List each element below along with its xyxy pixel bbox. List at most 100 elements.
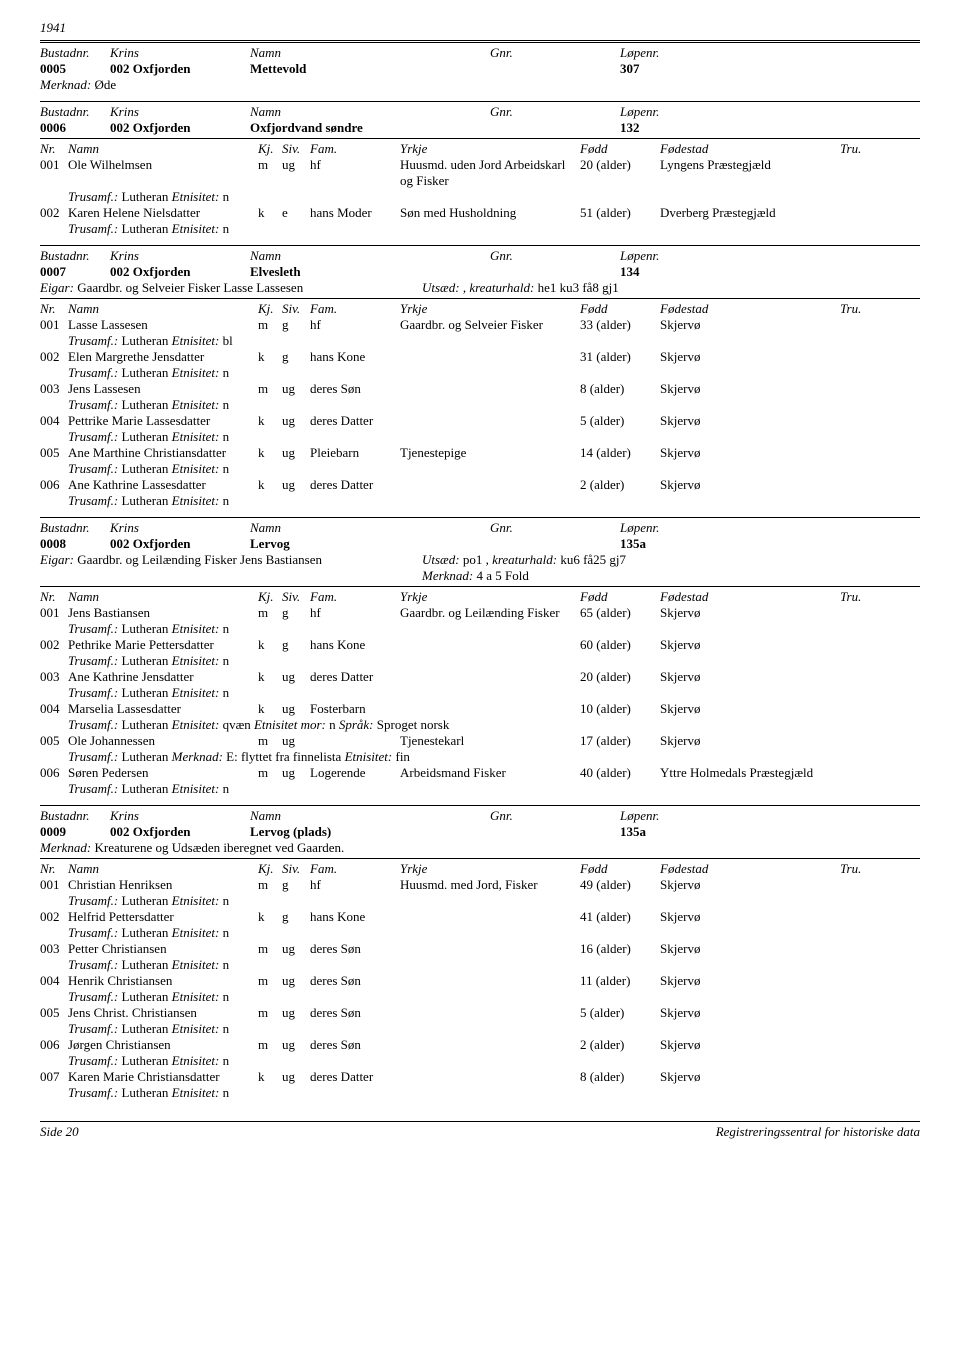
gnr	[490, 536, 620, 552]
kj: m	[258, 941, 282, 957]
siv: g	[282, 637, 310, 653]
trusamf-row: Trusamf.: Lutheran Etnisitet: n	[40, 189, 920, 205]
label-fam: Fam.	[310, 301, 400, 317]
label-bustadnr: Bustadnr.	[40, 248, 110, 264]
krins: 002 Oxfjorden	[110, 536, 250, 552]
trusamf: Lutheran	[121, 925, 168, 940]
nr: 002	[40, 909, 68, 925]
label-namn: Namn	[68, 301, 258, 317]
fam: deres Søn	[310, 1037, 400, 1053]
merknad-text: Kreaturene og Udsæden iberegnet ved Gaar…	[95, 840, 345, 855]
merknad-row: Merknad: Kreaturene og Udsæden iberegnet…	[40, 840, 920, 856]
trusamf-row: Trusamf.: Lutheran Etnisitet: n	[40, 957, 920, 973]
label-namn: Namn	[68, 861, 258, 877]
residence-header: Bustadnr. Krins Namn Gnr. Løpenr.	[40, 104, 920, 120]
kj: m	[258, 317, 282, 333]
fam: deres Datter	[310, 669, 400, 685]
label-yrkje: Yrkje	[400, 301, 580, 317]
etn-label: Etnisitet:	[172, 957, 220, 972]
trusamf-row: Trusamf.: Lutheran Etnisitet: n	[40, 1053, 920, 1069]
residence-header: Bustadnr. Krins Namn Gnr. Løpenr.	[40, 248, 920, 264]
residence-header: Bustadnr. Krins Namn Gnr. Løpenr.	[40, 520, 920, 536]
gnr	[490, 120, 620, 136]
eigar: Gaardbr. og Leilænding Fisker Jens Basti…	[77, 552, 322, 567]
rule	[40, 101, 920, 102]
kj: k	[258, 1069, 282, 1085]
kj: m	[258, 973, 282, 989]
etn-label: Etnisitet:	[172, 781, 220, 796]
etn: n	[223, 685, 230, 700]
siv: ug	[282, 973, 310, 989]
fodestad: Skjervø	[660, 413, 840, 429]
trusamf-label: Trusamf.:	[68, 749, 118, 764]
trusamf-label: Trusamf.:	[68, 397, 118, 412]
label-bustadnr: Bustadnr.	[40, 520, 110, 536]
eigar-row: Eigar: Gaardbr. og Leilænding Fisker Jen…	[40, 552, 920, 568]
fodestad: Skjervø	[660, 445, 840, 461]
trusamf-row: Trusamf.: Lutheran Etnisitet: n	[40, 365, 920, 381]
label-gnr: Gnr.	[490, 808, 620, 824]
etn-label: Etnisitet:	[172, 989, 220, 1004]
person-header: Nr. Namn Kj. Siv. Fam. Yrkje Fødd Fødest…	[40, 589, 920, 605]
label-kj: Kj.	[258, 589, 282, 605]
yrkje	[400, 381, 580, 397]
namn: Pettrike Marie Lassesdatter	[68, 413, 258, 429]
nr: 004	[40, 701, 68, 717]
eigar-label: Eigar:	[40, 552, 74, 567]
trusamf: Lutheran	[121, 429, 168, 444]
trusamf-label: Trusamf.:	[68, 893, 118, 908]
sprak: Sproget norsk	[377, 717, 450, 732]
etn-label: Etnisitet:	[172, 685, 220, 700]
person-row: 005Jens Christ. Christiansenmugderes Søn…	[40, 1005, 920, 1021]
etn: n	[223, 429, 230, 444]
fodd: 20 (alder)	[580, 669, 660, 685]
person-row: 006Søren PedersenmugLogerendeArbeidsmand…	[40, 765, 920, 781]
residence-0006: Bustadnr. Krins Namn Gnr. Løpenr. 0006 0…	[40, 104, 920, 237]
yrkje	[400, 701, 580, 717]
yrkje: Arbeidsmand Fisker	[400, 765, 580, 781]
etn: n	[223, 461, 230, 476]
kreaturhald-label: , kreaturhald:	[486, 552, 558, 567]
siv: g	[282, 877, 310, 893]
fam: hf	[310, 605, 400, 621]
trusamf: Lutheran	[121, 221, 168, 236]
trusamf-row: Trusamf.: Lutheran Etnisitet: n	[40, 397, 920, 413]
nr: 004	[40, 973, 68, 989]
kj: k	[258, 205, 282, 221]
nr: 002	[40, 349, 68, 365]
nr: 004	[40, 413, 68, 429]
merknad-label: Merknad:	[40, 840, 91, 855]
person-header: Nr. Namn Kj. Siv. Fam. Yrkje Fødd Fødest…	[40, 141, 920, 157]
etn: n	[223, 1053, 230, 1068]
trusamf-row: Trusamf.: Lutheran Etnisitet: n	[40, 925, 920, 941]
label-krins: Krins	[110, 104, 250, 120]
fam: deres Søn	[310, 1005, 400, 1021]
namn: Ane Kathrine Jensdatter	[68, 669, 258, 685]
trusamf-label: Trusamf.:	[68, 957, 118, 972]
fam: hans Moder	[310, 205, 400, 221]
person-row: 001Christian HenriksenmghfHuusmd. med Jo…	[40, 877, 920, 893]
label-tru: Tru.	[840, 861, 880, 877]
fodestad: Skjervø	[660, 877, 840, 893]
bustadnr: 0005	[40, 61, 110, 77]
residence-header: Bustadnr. Krins Namn Gnr. Løpenr.	[40, 808, 920, 824]
siv: ug	[282, 701, 310, 717]
fam: deres Datter	[310, 477, 400, 493]
rule	[40, 138, 920, 139]
label-nr: Nr.	[40, 861, 68, 877]
merknad-text: Øde	[95, 77, 117, 92]
trusamf: Lutheran	[121, 685, 168, 700]
trusamf: Lutheran	[121, 957, 168, 972]
label-gnr: Gnr.	[490, 45, 620, 61]
nr: 001	[40, 317, 68, 333]
kj: k	[258, 445, 282, 461]
siv: ug	[282, 733, 310, 749]
fodestad: Skjervø	[660, 349, 840, 365]
siv: ug	[282, 413, 310, 429]
fodestad: Skjervø	[660, 381, 840, 397]
person-row: 001Jens BastiansenmghfGaardbr. og Leilæn…	[40, 605, 920, 621]
etn: n	[223, 621, 230, 636]
fodestad: Skjervø	[660, 1005, 840, 1021]
label-bustadnr: Bustadnr.	[40, 808, 110, 824]
yrkje: Huusmd. med Jord, Fisker	[400, 877, 580, 893]
